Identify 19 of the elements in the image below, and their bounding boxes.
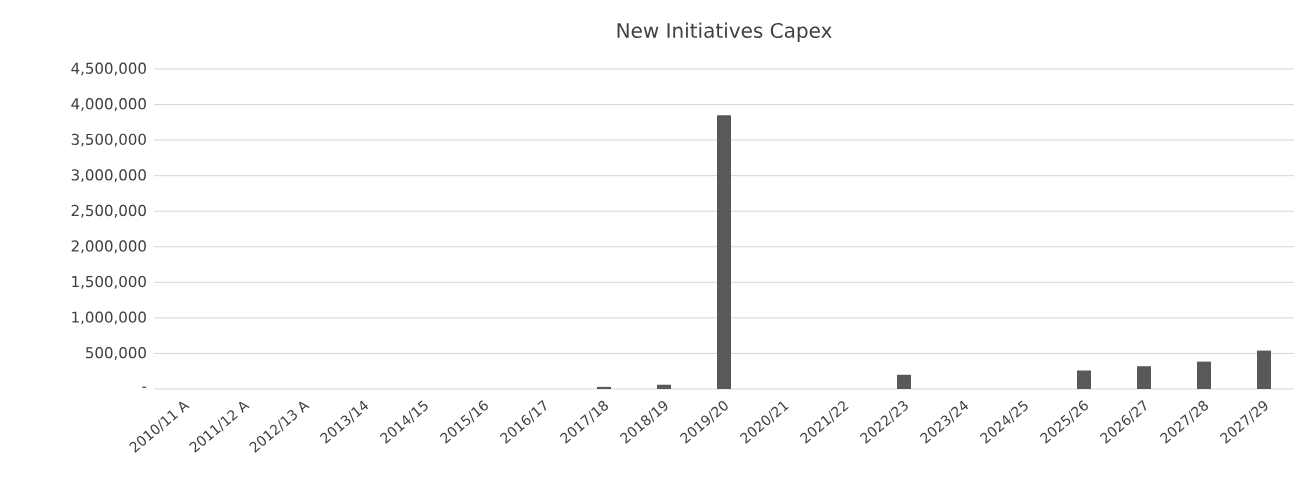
y-tick-label: 4,500,000 xyxy=(71,62,146,76)
y-tick-label: 2,500,000 xyxy=(71,204,146,218)
bar xyxy=(1197,361,1212,389)
y-tick-label: 3,500,000 xyxy=(71,133,146,147)
y-tick-label: - xyxy=(142,386,147,388)
chart-title: New Initiatives Capex xyxy=(617,22,832,42)
bar xyxy=(1257,350,1272,389)
bar xyxy=(1077,370,1092,389)
y-tick-label: 4,000,000 xyxy=(71,98,146,112)
bar xyxy=(657,384,672,389)
y-tick-label: 500,000 xyxy=(86,347,146,360)
y-tick-label: 2,000,000 xyxy=(71,240,146,254)
bar xyxy=(897,374,912,389)
bar xyxy=(1137,366,1152,389)
bar xyxy=(597,386,612,389)
y-tick-label: 1,500,000 xyxy=(72,275,146,289)
bar xyxy=(717,115,732,389)
y-tick-label: 1,000,000 xyxy=(72,311,146,325)
y-tick-label: 3,000,000 xyxy=(71,169,146,183)
